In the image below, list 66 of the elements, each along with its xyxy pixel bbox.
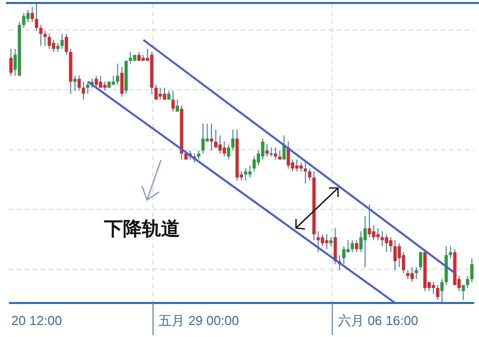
- x-tick-label: 六月 06 16:00: [338, 313, 418, 328]
- annotation: 下降轨道: [103, 218, 180, 240]
- candlestick: [34, 4, 38, 32]
- candlestick: [39, 24, 42, 46]
- candlestick: [410, 266, 414, 283]
- candlestick: [210, 123, 214, 152]
- candlestick: [274, 147, 278, 160]
- candlestick: [261, 138, 264, 160]
- candlestick: [419, 252, 422, 271]
- candlestick: [384, 234, 388, 253]
- candlestick: [372, 224, 376, 241]
- candlestick: [60, 33, 64, 50]
- candlestick: [86, 81, 90, 94]
- candlestick: [286, 141, 290, 169]
- candlestick: [448, 246, 452, 259]
- candlestick: [9, 48, 12, 76]
- candlestick: [389, 236, 392, 253]
- candlestick: [22, 12, 26, 28]
- candlestick: [222, 141, 226, 157]
- candlestick: [120, 66, 124, 98]
- candlestick: [304, 162, 307, 184]
- candlestick: [316, 230, 320, 253]
- candlestick: [158, 87, 162, 100]
- candlestick: [94, 75, 98, 88]
- candlestick: [436, 284, 440, 301]
- candlestick: [432, 282, 436, 295]
- candlestick: [43, 30, 47, 46]
- candlestick: [226, 144, 230, 160]
- candlestick: [355, 240, 358, 253]
- candlestick: [462, 284, 465, 301]
- candlestick: [231, 129, 234, 152]
- candlestick: [82, 81, 86, 100]
- candlestick: [171, 90, 175, 112]
- candlestick: [359, 230, 362, 253]
- candlestick: [398, 242, 401, 268]
- candlestick: [252, 156, 256, 172]
- candlestick: [265, 144, 269, 157]
- candlestick: [334, 228, 337, 265]
- x-tick-label: 五月 29 00:00: [158, 313, 239, 328]
- candlestick: [244, 168, 248, 181]
- candlestick: [376, 228, 380, 241]
- candlestick: [26, 9, 30, 22]
- candlestick: [380, 230, 384, 247]
- candlestick: [201, 123, 205, 154]
- candlestick: [320, 234, 324, 247]
- candlestick: [350, 240, 354, 253]
- candlestick: [440, 278, 444, 303]
- candlestick: [393, 240, 397, 271]
- candlestick: [342, 246, 346, 265]
- candlestick: [214, 129, 218, 148]
- candlestick: [154, 84, 158, 100]
- candlestick: [78, 75, 81, 92]
- candlestick: [295, 158, 298, 172]
- candlestick: [325, 234, 328, 250]
- candlestick: [52, 39, 56, 52]
- candlestick: [218, 135, 222, 154]
- candlestick: [308, 168, 312, 181]
- candlestick: [414, 266, 418, 280]
- candlestick: [64, 33, 68, 56]
- candlestick: [466, 276, 470, 289]
- candlestick: [470, 258, 474, 283]
- candlestick: [364, 216, 367, 268]
- candlestick: [248, 164, 252, 178]
- x-tick-label: 20 12:00: [11, 313, 62, 328]
- candlestick: [30, 6, 34, 22]
- candlestick: [48, 33, 51, 50]
